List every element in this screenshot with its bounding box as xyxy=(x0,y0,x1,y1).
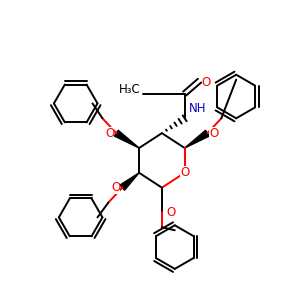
Text: O: O xyxy=(105,127,114,140)
Text: O: O xyxy=(209,127,219,140)
Polygon shape xyxy=(185,130,209,148)
Text: NH: NH xyxy=(189,102,206,115)
Polygon shape xyxy=(114,130,139,148)
Text: H₃C: H₃C xyxy=(119,82,141,95)
Polygon shape xyxy=(120,173,139,190)
Text: O: O xyxy=(167,206,176,219)
Text: O: O xyxy=(111,181,120,194)
Text: O: O xyxy=(202,76,211,89)
Text: O: O xyxy=(180,166,189,179)
